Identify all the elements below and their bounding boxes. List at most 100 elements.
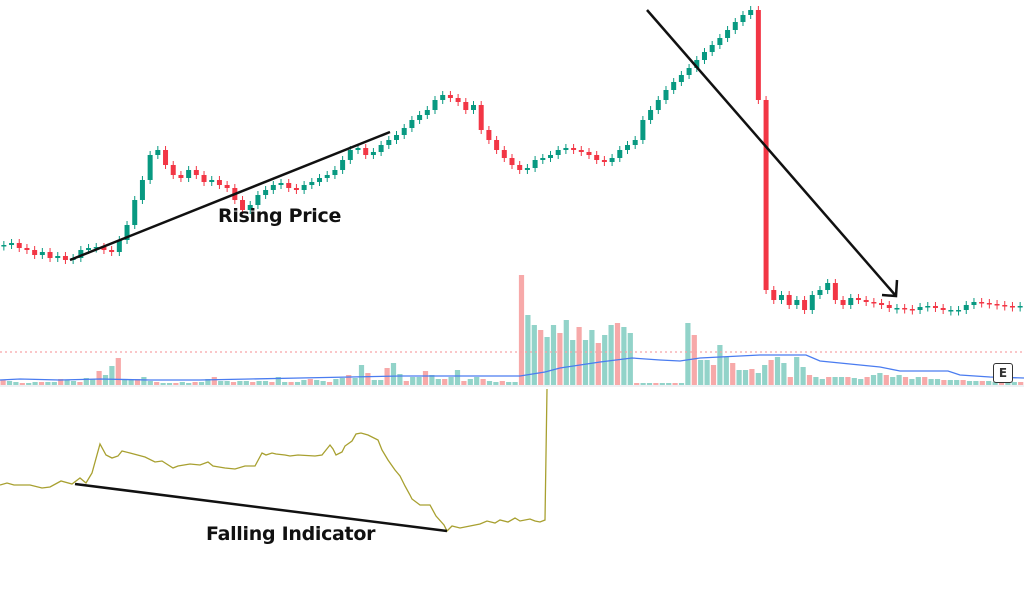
volume-bar — [755, 373, 761, 385]
volume-bar — [774, 357, 781, 385]
candle-body — [732, 22, 738, 30]
volume-bar — [90, 379, 96, 385]
volume-bar — [141, 377, 147, 385]
candle-body — [963, 305, 969, 310]
volume-bar — [678, 383, 685, 385]
candle-body — [956, 310, 962, 312]
candle-body — [424, 110, 430, 115]
volume-bar — [877, 373, 883, 385]
candle-body — [432, 100, 438, 110]
volume-bar — [518, 275, 525, 385]
volume-bar — [435, 379, 441, 385]
candle-body — [309, 182, 315, 185]
candle-body — [755, 10, 761, 100]
volume-bar — [70, 381, 77, 385]
volume-bar — [602, 335, 608, 385]
volume-bar — [582, 340, 589, 385]
volume-bar — [243, 381, 249, 385]
candle-body — [717, 38, 723, 45]
falling-indicator-label: Falling Indicator — [206, 523, 376, 545]
volume-bar — [109, 366, 115, 385]
volume-bar — [806, 375, 813, 385]
candle-body — [324, 175, 330, 178]
volume-bar — [640, 383, 646, 385]
volume-bar — [838, 377, 845, 385]
candle-body — [132, 200, 138, 225]
volume-bar — [307, 379, 313, 385]
candle-body — [363, 148, 369, 155]
volume-bar — [486, 381, 493, 385]
candle-body — [563, 148, 569, 150]
candle-body — [986, 303, 992, 305]
volume-bar — [634, 383, 640, 385]
volume-bar — [128, 379, 134, 385]
volume-bar — [275, 377, 281, 385]
volume-bar — [1011, 382, 1017, 385]
candle-body — [771, 290, 777, 300]
volume-bar — [461, 381, 467, 385]
volume-bar — [627, 333, 633, 385]
volume-bar — [326, 382, 333, 385]
candle-body — [347, 150, 353, 160]
volume-bar — [538, 330, 544, 385]
volume-bar — [858, 379, 864, 385]
candle-body — [101, 247, 107, 250]
volume-bar — [166, 383, 173, 385]
volume-bar — [179, 382, 185, 385]
volume-bar — [742, 370, 749, 385]
volume-bar — [96, 371, 102, 385]
volume-bar — [416, 377, 422, 385]
volume-bar — [570, 340, 576, 385]
volume-bar — [890, 377, 896, 385]
volume-bar — [224, 381, 230, 385]
candle-body — [532, 160, 538, 168]
candle-body — [178, 175, 184, 178]
volume-bar — [698, 360, 704, 385]
volume-bar — [333, 379, 339, 385]
volume-bar — [237, 381, 243, 385]
candle-body — [378, 145, 384, 152]
volume-bar — [77, 382, 83, 385]
candle-body — [617, 150, 623, 158]
candle-body — [155, 150, 161, 155]
volume-bar — [448, 377, 454, 385]
candle-body — [409, 120, 415, 128]
candlesticks — [1, 6, 1023, 316]
volume-bar — [211, 377, 217, 385]
candle-body — [93, 247, 99, 249]
volume-bar — [723, 357, 729, 385]
volume-bar — [704, 360, 710, 385]
candle-body — [848, 298, 854, 305]
candle-body — [1017, 306, 1023, 308]
candle-body — [701, 52, 707, 60]
candle-body — [663, 90, 669, 100]
candle-body — [478, 105, 484, 130]
volume-bar — [883, 375, 889, 385]
candle-body — [586, 152, 592, 155]
candle-body — [925, 306, 931, 308]
candle-body — [809, 295, 815, 310]
candle-body — [286, 183, 292, 188]
candle-body — [1009, 306, 1015, 308]
candle-body — [863, 300, 869, 302]
volume-bar — [915, 377, 921, 385]
arrow-head-icon — [881, 279, 899, 298]
candle-body — [193, 170, 199, 175]
candle-body — [948, 310, 954, 312]
candle-body — [224, 185, 230, 188]
candle-body — [640, 120, 646, 140]
volume-bar — [346, 375, 352, 385]
volume-bar — [685, 323, 691, 385]
candle-body — [778, 295, 784, 300]
volume-bar — [339, 378, 345, 385]
volume-bar — [365, 373, 371, 385]
candle-body — [871, 302, 877, 304]
volume-bar — [749, 369, 755, 385]
volume-bar — [941, 380, 947, 385]
earnings-badge[interactable]: E — [993, 363, 1013, 383]
candle-body — [832, 283, 838, 300]
volume-bar — [902, 377, 909, 385]
volume-bar — [403, 381, 409, 385]
volume-bar — [736, 370, 742, 385]
